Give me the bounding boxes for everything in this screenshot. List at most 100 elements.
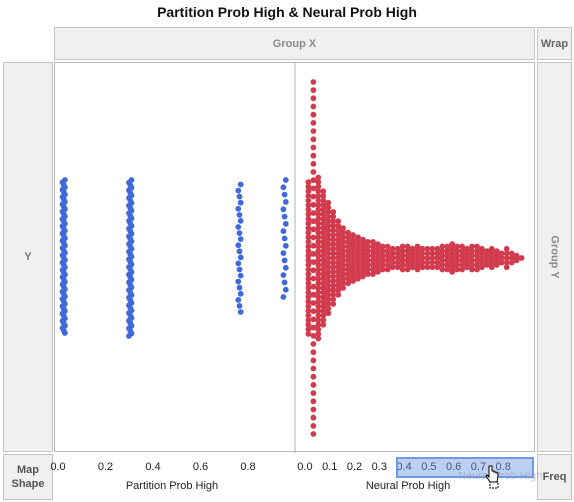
neural-point[interactable] — [340, 225, 346, 232]
neural-point[interactable] — [305, 280, 312, 287]
partition-point[interactable] — [236, 284, 243, 291]
neural-point[interactable] — [320, 262, 327, 268]
neural-point[interactable] — [399, 257, 406, 264]
neural-point[interactable] — [439, 252, 446, 259]
neural-point[interactable] — [469, 257, 475, 264]
partition-point[interactable] — [282, 242, 289, 249]
neural-point[interactable] — [370, 243, 376, 250]
neural-point[interactable] — [325, 245, 332, 252]
partition-point[interactable] — [237, 218, 244, 224]
neural-point[interactable] — [310, 324, 317, 331]
neural-point[interactable] — [310, 357, 317, 364]
neural-point[interactable] — [335, 222, 342, 229]
neural-point[interactable] — [493, 252, 500, 259]
neural-point[interactable] — [414, 257, 421, 264]
neural-point[interactable] — [325, 259, 332, 266]
neural-point[interactable] — [340, 275, 346, 282]
neural-point[interactable] — [305, 229, 312, 236]
neural-point[interactable] — [305, 317, 312, 323]
neural-point[interactable] — [330, 241, 337, 248]
neural-point[interactable] — [320, 243, 327, 250]
neural-point[interactable] — [429, 245, 436, 252]
neural-point[interactable] — [315, 298, 322, 305]
neural-point[interactable] — [379, 262, 386, 268]
neural-point[interactable] — [330, 245, 337, 252]
neural-point[interactable] — [370, 262, 376, 268]
neural-point[interactable] — [345, 252, 351, 259]
partition-point[interactable] — [235, 205, 242, 212]
neural-point[interactable] — [488, 245, 495, 252]
neural-point[interactable] — [305, 294, 312, 300]
neural-point[interactable] — [404, 266, 411, 273]
neural-point[interactable] — [429, 250, 436, 257]
neural-point[interactable] — [315, 331, 322, 337]
neural-point[interactable] — [335, 255, 342, 261]
neural-point[interactable] — [379, 257, 386, 264]
neural-point[interactable] — [310, 177, 317, 184]
neural-point[interactable] — [315, 266, 322, 273]
neural-point[interactable] — [310, 349, 317, 356]
neural-point[interactable] — [434, 255, 441, 261]
neural-point[interactable] — [305, 197, 312, 204]
neural-point[interactable] — [325, 250, 332, 257]
partition-point[interactable] — [237, 309, 244, 315]
partition-point[interactable] — [280, 228, 287, 235]
neural-point[interactable] — [350, 259, 356, 266]
neural-point[interactable] — [350, 273, 356, 280]
neural-point[interactable] — [493, 248, 500, 255]
neural-point[interactable] — [305, 248, 312, 255]
neural-point[interactable] — [340, 248, 346, 255]
neural-point[interactable] — [479, 264, 485, 271]
partition-point[interactable] — [236, 303, 243, 309]
neural-point[interactable] — [464, 245, 470, 252]
neural-point[interactable] — [350, 236, 356, 243]
neural-point[interactable] — [474, 248, 480, 255]
neural-point[interactable] — [464, 250, 470, 257]
neural-point[interactable] — [449, 250, 456, 257]
neural-point[interactable] — [310, 185, 317, 192]
neural-point[interactable] — [320, 280, 327, 287]
neural-point[interactable] — [459, 266, 465, 273]
neural-point[interactable] — [315, 271, 322, 277]
neural-point[interactable] — [474, 252, 480, 259]
partition-point[interactable] — [280, 272, 287, 278]
neural-point[interactable] — [305, 262, 312, 268]
partition-point[interactable] — [280, 206, 287, 213]
neural-point[interactable] — [330, 236, 337, 243]
neural-point[interactable] — [513, 252, 520, 259]
neural-point[interactable] — [414, 243, 421, 250]
neural-point[interactable] — [335, 259, 342, 266]
neural-point[interactable] — [325, 278, 332, 284]
neural-point[interactable] — [310, 218, 317, 225]
neural-point[interactable] — [315, 206, 322, 213]
neural-point[interactable] — [345, 257, 351, 264]
neural-point[interactable] — [434, 264, 441, 271]
neural-point[interactable] — [320, 252, 327, 259]
neural-point[interactable] — [360, 268, 366, 275]
neural-point[interactable] — [315, 280, 322, 287]
neural-point[interactable] — [310, 406, 317, 413]
neural-point[interactable] — [365, 257, 371, 264]
neural-point[interactable] — [330, 259, 337, 266]
neural-point[interactable] — [479, 250, 485, 257]
partition-point[interactable] — [237, 254, 244, 261]
partition-point[interactable] — [235, 187, 242, 194]
neural-point[interactable] — [409, 250, 416, 257]
neural-point[interactable] — [493, 257, 500, 264]
neural-point[interactable] — [404, 252, 411, 259]
neural-point[interactable] — [325, 222, 332, 229]
neural-point[interactable] — [340, 239, 346, 245]
neural-point[interactable] — [325, 209, 332, 215]
neural-point[interactable] — [310, 251, 317, 257]
y-drop-zone[interactable]: Y — [3, 62, 53, 452]
neural-point[interactable] — [350, 245, 356, 252]
neural-point[interactable] — [394, 250, 401, 257]
neural-point[interactable] — [350, 264, 356, 271]
neural-point[interactable] — [330, 287, 337, 294]
neural-point[interactable] — [310, 144, 317, 151]
neural-point[interactable] — [325, 268, 332, 275]
neural-point[interactable] — [315, 317, 322, 323]
partition-point[interactable] — [237, 236, 244, 243]
neural-point[interactable] — [444, 252, 451, 259]
neural-point[interactable] — [305, 303, 312, 310]
